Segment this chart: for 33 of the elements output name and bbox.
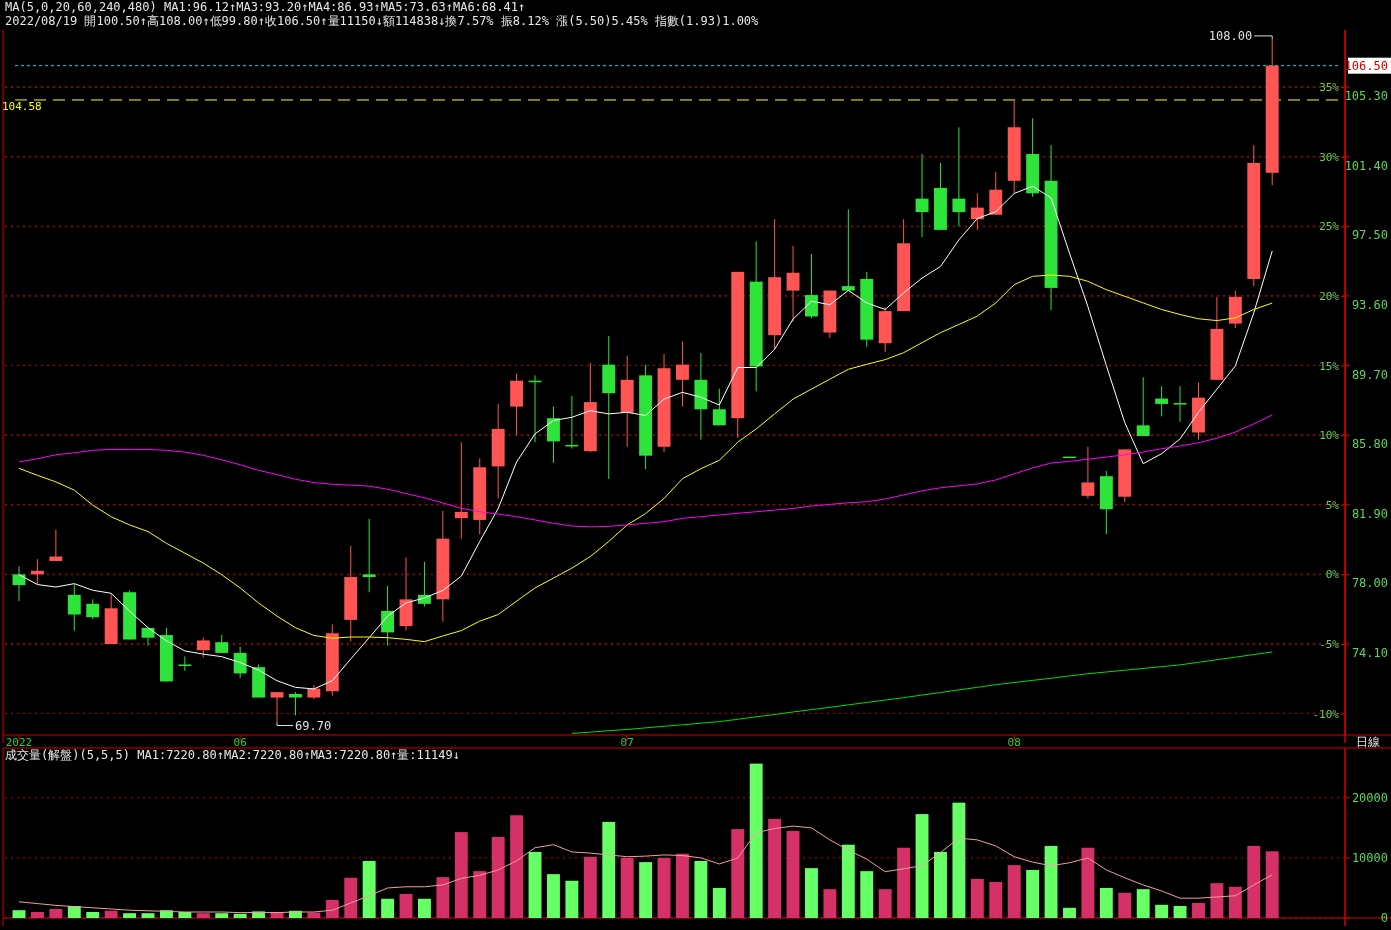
- y-tick-label: 89.70: [1351, 367, 1388, 382]
- chart-title: 成交量(解盤)(5,5,5) MA1:7220.80↑MA2:7220.80↑MA3:7220.80↑量:11149↓: [5, 748, 460, 762]
- chart-title: MA(5,0,20,60,240,480) MA1:96.12↑MA3:93.20↑MA4:86.93↑MA5:73.63↑MA6:68.41↑: [5, 0, 526, 14]
- y-tick-label: 101.40: [1344, 158, 1388, 173]
- x-tick-label: 2022: [5, 736, 33, 749]
- x-tick-label: 07: [620, 736, 634, 749]
- y-tick-label: 105.30: [1344, 89, 1388, 104]
- y-tick-label: 10000: [1351, 850, 1388, 865]
- text: 日線: [1356, 735, 1380, 749]
- y-tick-label: 81.90: [1351, 506, 1388, 521]
- y2-tick-label: 0%: [1325, 568, 1340, 582]
- y-tick-label: 74.10: [1351, 645, 1388, 660]
- x-tick-label: 06: [233, 736, 247, 749]
- chart-subtitle: 2022/08/19 開100.50↑高108.00↑低99.80↑收106.50↑量11150↓額114838↓換7.57% 振8.12% 漲(5.50)5.45% 指數(1.93)1.00%: [5, 14, 760, 28]
- annotation: 108.00: [1208, 28, 1253, 43]
- y-tick-label: 78.00: [1351, 576, 1388, 591]
- annotation: 69.70: [295, 718, 332, 733]
- y-tick-label: 85.80: [1351, 437, 1388, 452]
- y2-tick-label: 25%: [1319, 220, 1340, 234]
- y-tick-label: 97.50: [1351, 228, 1388, 243]
- y2-tick-label: 35%: [1319, 81, 1340, 95]
- y2-tick-label: -10%: [1312, 707, 1340, 721]
- y2-tick-label: 15%: [1319, 359, 1340, 373]
- y-tick-label: 93.60: [1351, 297, 1388, 312]
- y2-tick-label: 10%: [1319, 429, 1340, 443]
- x-tick-label: 08: [1007, 736, 1021, 749]
- y-tick-label: 20000: [1351, 790, 1388, 805]
- y2-tick-label: 30%: [1319, 150, 1340, 164]
- y-tick-label: 0: [1380, 911, 1388, 925]
- y2-tick-label: -5%: [1319, 637, 1340, 651]
- ref-line-label: 104.58: [2, 99, 42, 113]
- y2-tick-label: 20%: [1319, 289, 1340, 303]
- y2-tick-label: 5%: [1325, 498, 1340, 512]
